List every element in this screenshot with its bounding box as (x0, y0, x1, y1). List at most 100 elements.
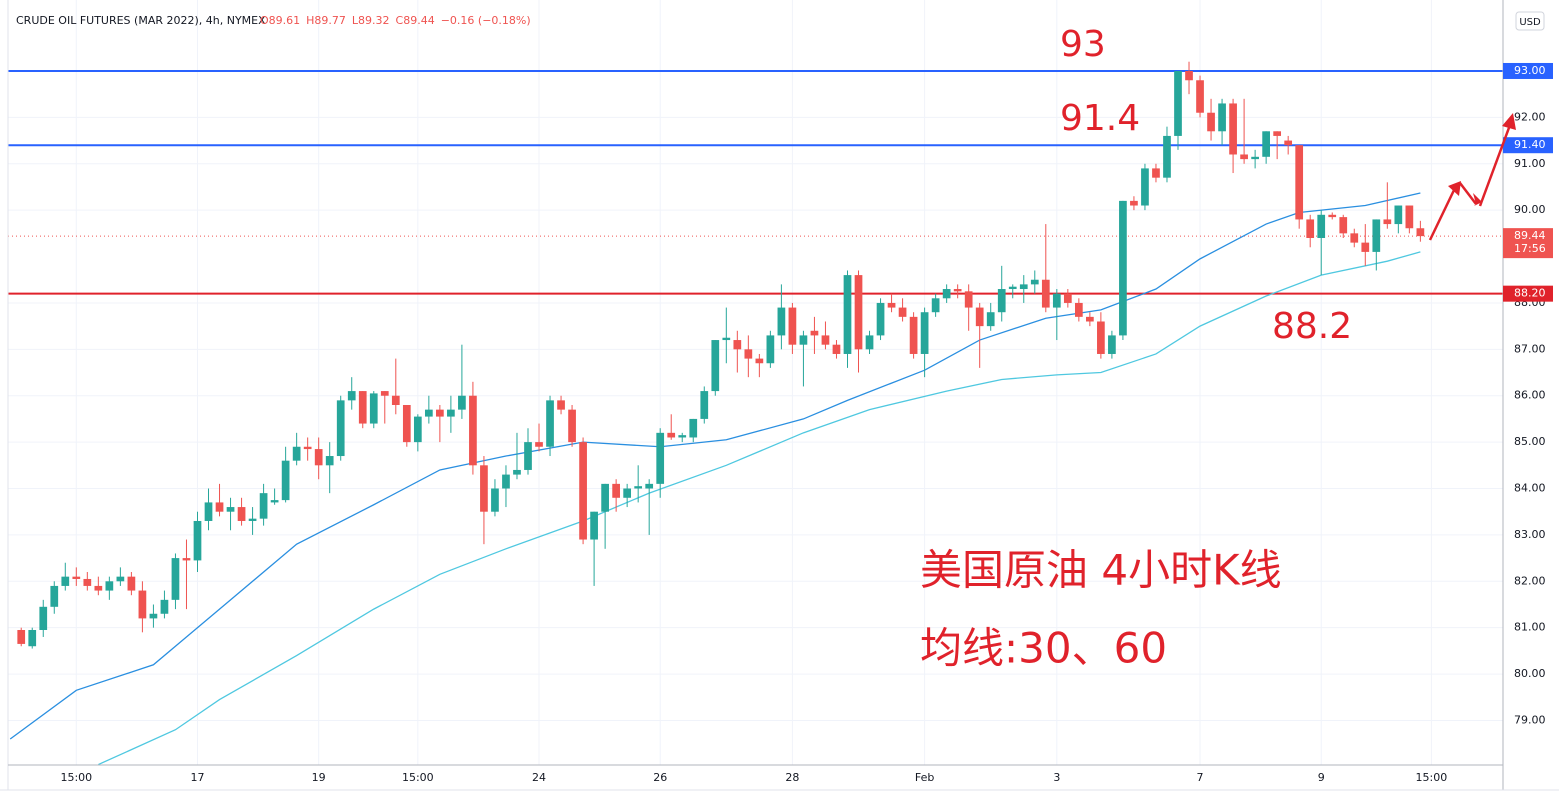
candle-body (94, 585, 103, 591)
y-tick-label: 92.00 (1514, 110, 1546, 123)
candle-body (975, 307, 984, 327)
candle-body (1262, 131, 1270, 157)
x-tick-label: Feb (915, 771, 934, 784)
candle-body (1174, 70, 1182, 136)
annotation: 91.4 (1060, 98, 1140, 139)
candle-body (612, 483, 620, 498)
drawn-arrows (1428, 113, 1516, 241)
annotation: 88.2 (1272, 306, 1352, 347)
candle-body (413, 416, 422, 443)
candle-body (171, 558, 180, 600)
candle-body (1306, 219, 1315, 238)
candle-body (623, 488, 632, 498)
candle-body (821, 335, 830, 345)
candle-body (634, 486, 643, 489)
x-tick-label: 19 (312, 771, 326, 784)
annotation: 均线:30、60 (920, 624, 1167, 673)
candle-body (325, 456, 334, 466)
ohlc-value: −0.16 (−0.18%) (441, 14, 531, 27)
candle-body (424, 409, 433, 417)
candle-body (755, 358, 764, 364)
candle-body (1130, 200, 1138, 206)
candle-body (678, 435, 687, 438)
candle-body (502, 474, 510, 489)
candle-body (447, 409, 455, 417)
candle-body (788, 307, 797, 345)
candle-body (843, 275, 852, 354)
axes: 79.00 80.00 81.00 82.00 83.00 84.00 85.00 86.00… (60, 62, 1553, 784)
candle-body (1008, 286, 1017, 290)
ohlc-value: O89.61 (260, 14, 300, 27)
y-tick-label: 85.00 (1514, 435, 1546, 448)
candle-body (259, 493, 268, 519)
candle-body (1185, 70, 1193, 81)
candle-body (546, 400, 554, 447)
y-tick-label: 91.00 (1514, 157, 1546, 170)
candle-body (458, 395, 466, 410)
last-price-label: 89.44 (1514, 229, 1546, 242)
level-label-box (1503, 285, 1553, 302)
candle-body (28, 630, 37, 647)
candle-body (722, 337, 731, 341)
candle-body (1350, 233, 1359, 243)
candle-body (369, 393, 378, 424)
candle-body (1019, 284, 1028, 290)
candle-body (799, 335, 808, 345)
candle-body (733, 340, 742, 350)
arrow (1459, 182, 1477, 205)
candle-body (380, 391, 389, 396)
candle-body (766, 335, 775, 364)
candle-body (1229, 103, 1237, 155)
candle-body (127, 576, 136, 591)
annotation: 93 (1060, 24, 1106, 65)
candle-body (182, 558, 191, 561)
candle-body (292, 446, 301, 461)
moving-average (9, 192, 1421, 740)
candle-body (39, 606, 48, 630)
candle-body (347, 391, 356, 401)
candle-body (986, 312, 995, 327)
y-tick-label: 90.00 (1514, 203, 1546, 216)
candle-body (898, 307, 907, 317)
candle-body (1119, 200, 1127, 336)
candle-body (964, 291, 973, 308)
candle-body (1063, 293, 1072, 303)
candle-body (579, 442, 587, 540)
ohlc-legend: O89.61 H89.77 L89.32 C89.44 −0.16 (−0.18%) (260, 14, 531, 27)
candle-body (1218, 103, 1226, 132)
candle-body (1152, 168, 1160, 178)
candle-body (281, 460, 290, 501)
candle-body (656, 432, 665, 484)
x-tick-label: 28 (785, 771, 799, 784)
candle-body (83, 578, 92, 586)
candle-body (270, 500, 279, 503)
candle-body (909, 316, 918, 354)
candle-body (336, 400, 345, 457)
y-tick-label: 82.00 (1514, 574, 1546, 587)
arrowhead (1448, 181, 1461, 196)
candle-body (1052, 293, 1061, 308)
arrow (1428, 187, 1457, 241)
candle-body (1030, 279, 1039, 285)
candle-body (1041, 279, 1050, 308)
currency-box[interactable] (1515, 11, 1545, 31)
candle-body (590, 511, 598, 540)
candle-body (215, 502, 224, 512)
arrowhead (1473, 193, 1482, 206)
x-tick-label: 24 (532, 771, 546, 784)
y-tick-label: 81.00 (1514, 621, 1546, 634)
x-tick-label: 15:00 (60, 771, 92, 784)
candle-body (1097, 321, 1105, 354)
candle-body (887, 302, 896, 308)
candle-body (72, 576, 81, 579)
arrow (1478, 124, 1512, 207)
candle-body (436, 409, 444, 417)
candle-body (480, 465, 488, 512)
candle-body (1273, 131, 1282, 136)
candle-body (1317, 214, 1326, 238)
candle-body (1196, 80, 1204, 113)
candle-body (1295, 145, 1304, 220)
chart-title: CRUDE OIL FUTURES (MAR 2022), 4h, NYMEX (16, 14, 266, 27)
ohlc-value: H89.77 (306, 14, 346, 27)
